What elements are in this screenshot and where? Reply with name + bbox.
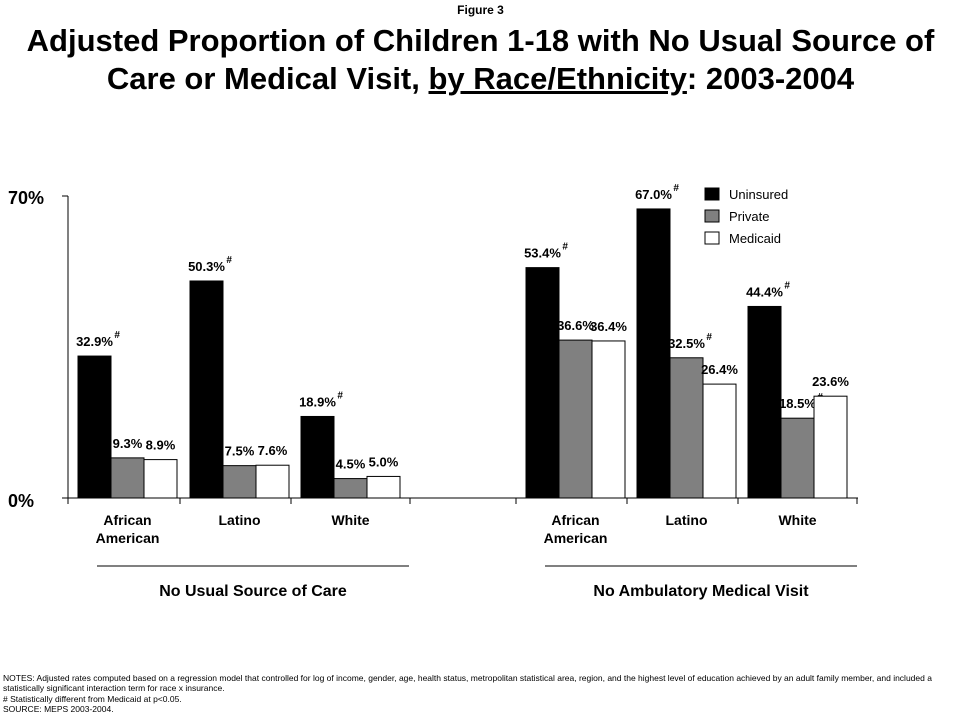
bar-uninsured <box>636 208 671 499</box>
bar-medicaid <box>591 340 626 499</box>
data-label: 7.5% <box>225 444 255 459</box>
significance-marker: # <box>562 242 568 253</box>
bar-private <box>333 478 368 499</box>
bar-uninsured <box>747 305 782 499</box>
legend-swatch-private <box>704 209 720 223</box>
notes-line-1: NOTES: Adjusted rates computed based on … <box>3 673 932 694</box>
category-label: African <box>103 512 151 528</box>
notes-line-3: SOURCE: MEPS 2003-2004. <box>3 704 114 715</box>
data-label: 44.4% <box>746 284 783 299</box>
bar-medicaid <box>702 383 737 499</box>
category-label: American <box>544 530 608 546</box>
chart-title: Adjusted Proportion of Children 1-18 wit… <box>0 22 961 98</box>
data-label: 8.9% <box>146 438 176 453</box>
data-label: 36.6% <box>557 318 594 333</box>
category-label: White <box>778 512 816 528</box>
data-label: 53.4% <box>524 246 561 261</box>
bar-uninsured <box>189 280 224 499</box>
data-label: 4.5% <box>336 457 366 472</box>
chart-title-part1: Adjusted Proportion of Children 1-18 wit… <box>26 23 935 96</box>
bar-private <box>558 339 593 499</box>
data-label: 9.3% <box>113 436 143 451</box>
bar-medicaid <box>143 459 178 499</box>
bar-private <box>669 357 704 499</box>
group-label: No Usual Source of Care <box>159 583 347 600</box>
significance-marker: # <box>226 255 232 266</box>
bar-uninsured <box>77 355 112 499</box>
legend-label-uninsured: Uninsured <box>729 187 788 202</box>
notes: NOTES: Adjusted rates computed based on … <box>3 673 953 715</box>
chart-title-underlined: by Race/Ethnicity <box>428 61 687 96</box>
data-label: 32.5% <box>668 336 705 351</box>
legend-label-medicaid: Medicaid <box>729 231 781 246</box>
y-tick-label-top: 70% <box>8 188 44 208</box>
data-label: 32.9% <box>76 334 113 349</box>
significance-marker: # <box>673 183 679 194</box>
data-label: 67.0% <box>635 187 672 202</box>
legend-swatch-uninsured <box>704 187 720 201</box>
bar-private <box>780 417 815 499</box>
data-label: 50.3% <box>188 259 225 274</box>
bar-private <box>222 465 257 499</box>
data-label: 7.6% <box>258 443 288 458</box>
data-label: 18.5% <box>779 396 816 411</box>
chart-title-part2: : 2003-2004 <box>686 61 855 96</box>
legend-swatch-medicaid <box>704 231 720 245</box>
significance-marker: # <box>114 330 120 341</box>
data-label: 18.9% <box>299 394 336 409</box>
category-label: African <box>551 512 599 528</box>
notes-line-2: # Statistically different from Medicaid … <box>3 693 182 704</box>
figure-label: Figure 3 <box>457 3 504 17</box>
data-label: 5.0% <box>369 454 399 469</box>
significance-marker: # <box>337 390 343 401</box>
category-label: Latino <box>666 512 708 528</box>
bar-uninsured <box>525 267 560 499</box>
data-label: 36.4% <box>590 319 627 334</box>
y-tick-label-bottom: 0% <box>8 491 34 511</box>
bar-medicaid <box>255 464 290 499</box>
bar-medicaid <box>813 395 848 499</box>
legend-label-private: Private <box>729 209 769 224</box>
significance-marker: # <box>706 332 712 343</box>
bar-medicaid <box>366 475 401 499</box>
category-label: American <box>96 530 160 546</box>
bar-private <box>110 457 145 499</box>
category-label: White <box>331 512 369 528</box>
data-label: 26.4% <box>701 362 738 377</box>
bar-uninsured <box>300 415 335 499</box>
data-label: 23.6% <box>812 374 849 389</box>
significance-marker: # <box>784 280 790 291</box>
group-label: No Ambulatory Medical Visit <box>593 583 809 600</box>
category-label: Latino <box>219 512 261 528</box>
